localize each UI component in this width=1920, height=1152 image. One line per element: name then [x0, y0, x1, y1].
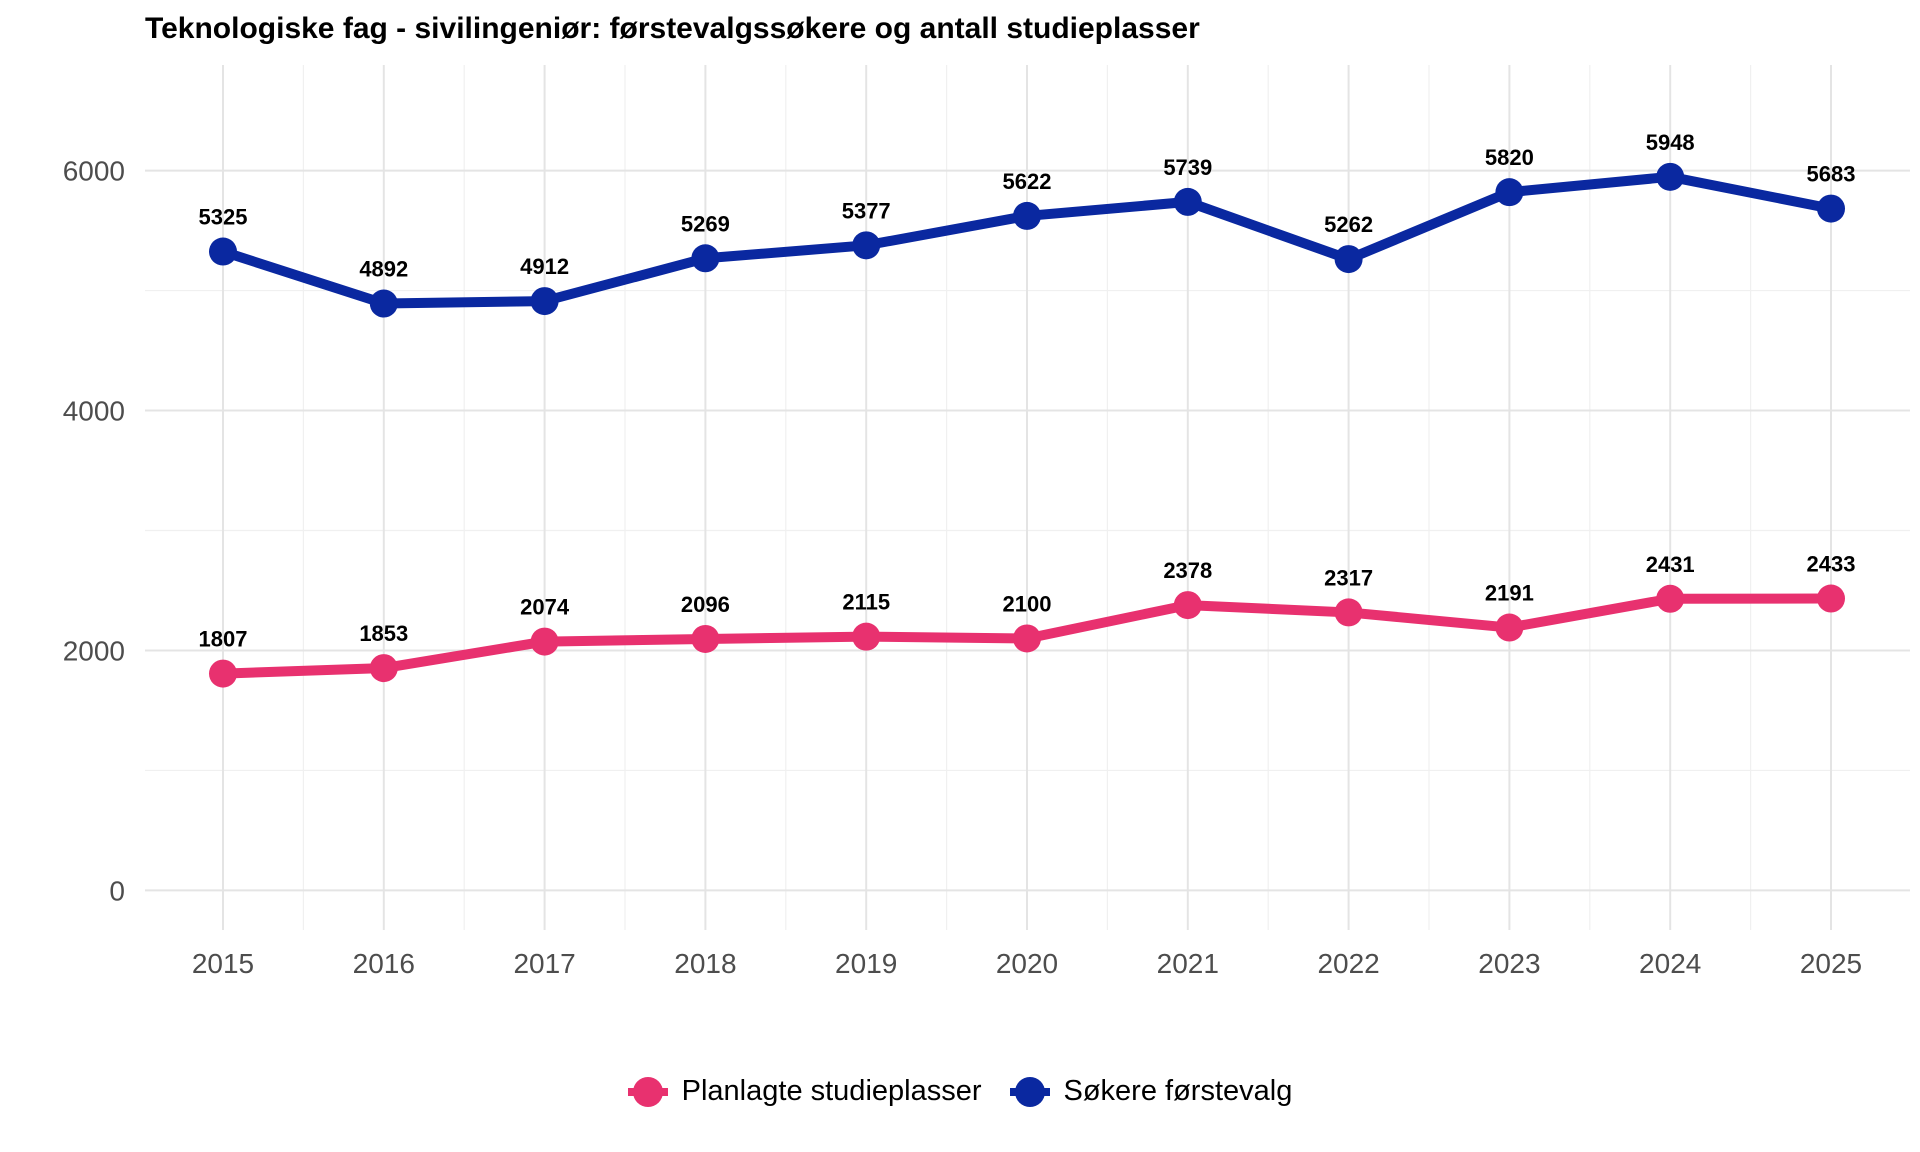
- data-label: 2115: [842, 590, 890, 615]
- data-label: 5948: [1646, 130, 1695, 155]
- data-point: [1817, 194, 1845, 223]
- data-point: [1656, 162, 1685, 191]
- data-label: 5269: [681, 211, 730, 236]
- x-tick-label: 2023: [1478, 948, 1540, 979]
- data-point: [530, 287, 559, 316]
- data-point: [852, 622, 881, 651]
- chart-title: Teknologiske fag - sivilingeniør: første…: [145, 12, 1200, 45]
- x-tick-label: 2021: [1157, 948, 1219, 979]
- x-tick-label: 2016: [353, 948, 415, 979]
- legend-item: Søkere førstevalg: [1009, 1075, 1293, 1108]
- x-axis-ticks: 2015 2016 2017 2018 2019 2020 2021 2022 2023 2024…: [192, 948, 1862, 979]
- data-label: 2317: [1324, 565, 1373, 590]
- series-layer: [209, 162, 1845, 688]
- data-point: [369, 654, 398, 683]
- data-point: [1013, 201, 1041, 230]
- grid-major: [145, 65, 1910, 930]
- legend-item: Planlagte studieplasser: [627, 1075, 982, 1108]
- data-label: 5622: [1003, 169, 1052, 194]
- x-tick-label: 2024: [1639, 948, 1701, 979]
- data-label: 5377: [842, 198, 891, 223]
- data-point: [691, 244, 720, 273]
- data-label: 2378: [1163, 558, 1212, 583]
- y-tick-label: 4000: [63, 396, 125, 427]
- y-tick-label: 6000: [63, 156, 125, 187]
- data-label: 5683: [1807, 162, 1856, 187]
- data-label: 4912: [520, 254, 569, 279]
- x-tick-label: 2022: [1317, 948, 1379, 979]
- data-label: 5262: [1324, 212, 1373, 237]
- x-tick-label: 2019: [835, 948, 897, 979]
- x-tick-label: 2025: [1800, 948, 1862, 979]
- data-point: [691, 624, 720, 653]
- data-point: [1656, 584, 1685, 613]
- data-label: 5820: [1485, 145, 1534, 170]
- data-label: 2096: [681, 592, 730, 617]
- data-point: [1173, 187, 1202, 216]
- data-label: 2191: [1485, 581, 1534, 606]
- x-tick-label: 2015: [192, 948, 254, 979]
- data-label: 2100: [1003, 591, 1052, 616]
- data-point: [530, 627, 559, 656]
- data-point: [209, 659, 237, 688]
- data-point: [1334, 598, 1363, 627]
- legend: Planlagte studieplasser Søkere førstevalg: [0, 1075, 1920, 1108]
- data-label: 1807: [199, 627, 248, 652]
- y-tick-label: 2000: [63, 635, 125, 666]
- legend-label: Søkere førstevalg: [1063, 1075, 1293, 1107]
- legend-label: Planlagte studieplasser: [681, 1075, 982, 1107]
- data-label: 5325: [199, 205, 248, 230]
- legend-key: [627, 1076, 668, 1108]
- data-point: [1013, 624, 1041, 653]
- data-point: [1495, 178, 1524, 207]
- y-tick-label: 0: [109, 875, 125, 906]
- data-label: 1853: [359, 621, 408, 646]
- data-label: 2074: [520, 595, 570, 620]
- data-point: [1817, 584, 1845, 613]
- y-axis-ticks: 0 2000 4000 6000: [63, 156, 125, 907]
- data-point: [1334, 245, 1363, 274]
- data-point: [1495, 613, 1524, 642]
- x-tick-label: 2018: [674, 948, 736, 979]
- x-tick-label: 2020: [996, 948, 1058, 979]
- data-label: 5739: [1163, 155, 1212, 180]
- data-point: [852, 231, 881, 260]
- data-label: 4892: [359, 257, 408, 282]
- data-point: [369, 289, 398, 318]
- data-point: [1173, 591, 1202, 620]
- legend-key: [1009, 1076, 1050, 1108]
- data-label: 2433: [1807, 552, 1856, 577]
- data-point: [209, 237, 237, 266]
- data-label: 2431: [1646, 552, 1695, 577]
- data-labels: 1807 1853 2074 2096 2115 2100 2378 2317 2191 2431…: [199, 130, 1856, 652]
- x-tick-label: 2017: [513, 948, 575, 979]
